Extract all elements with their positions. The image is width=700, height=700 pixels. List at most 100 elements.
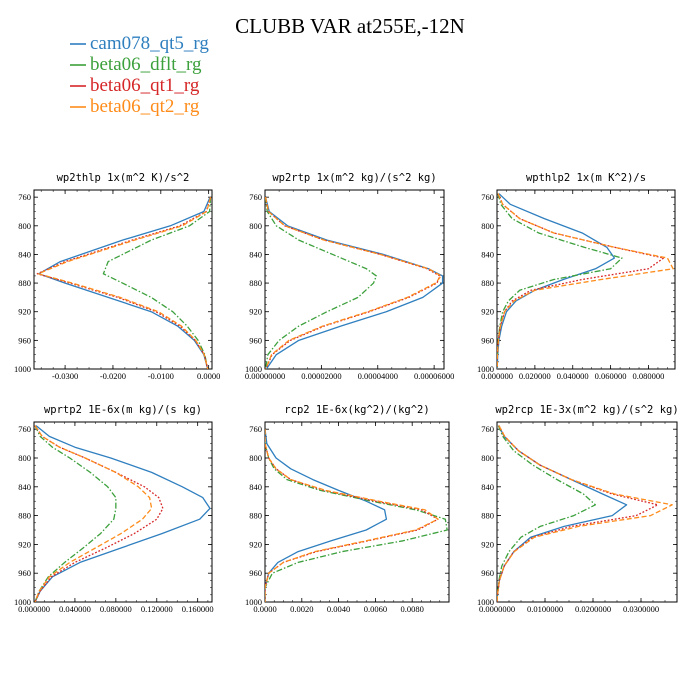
series-line-beta06_qt2_rg (497, 425, 673, 602)
panel-title: rcp2 1E-6x(kg^2)/(kg^2) (284, 404, 429, 416)
x-tick-label: 0.0300000 (623, 604, 659, 614)
x-tick-label: -0.0200 (100, 371, 126, 381)
series-group (497, 425, 673, 602)
x-tick-label: 0.00000000 (245, 371, 285, 381)
series-line-beta06_qt2_rg (34, 425, 153, 602)
y-tick-label: 880 (249, 278, 262, 288)
x-tick-label: 0.0080 (401, 604, 424, 614)
y-tick-label: 800 (481, 453, 494, 463)
y-tick-label: 960 (481, 568, 494, 578)
series-line-beta06_dflt_rg (265, 197, 378, 369)
x-tick-label: 0.0040 (327, 604, 350, 614)
y-tick-label: 760 (18, 192, 31, 202)
y-tick-label: 840 (249, 249, 262, 259)
x-tick-label: -0.0300 (52, 371, 78, 381)
panel-title: wpthlp2 1x(m K^2)/s (526, 172, 646, 184)
plot-frame (33, 189, 213, 370)
y-tick-label: 1000 (477, 597, 494, 607)
series-line-cam078_qt5_rg (497, 425, 628, 602)
y-tick-label: 1000 (245, 597, 262, 607)
panel-5: rcp2 1E-6x(kg^2)/(kg^2) 760 800 840 880 920 96… (245, 404, 450, 614)
x-tick-label: 0.020000 (519, 371, 551, 381)
series-line-cam078_qt5_rg (265, 429, 388, 602)
panel-title: wp2rtp 1x(m^2 kg)/(s^2 kg) (272, 172, 436, 184)
panel-title: wp2thlp 1x(m^2 K)/s^2 (57, 172, 190, 184)
y-tick-label: 800 (249, 221, 262, 231)
x-tick-label: 0.0020 (290, 604, 313, 614)
y-tick-label: 920 (18, 539, 31, 549)
plot-frame (496, 421, 678, 603)
x-tick-label: 0.00002000 (301, 371, 341, 381)
y-tick-label: 920 (481, 539, 494, 549)
y-tick-label: 840 (18, 482, 31, 492)
panel-6: wp2rcp 1E-3x(m^2 kg)/(s^2 kg)760 800 840 88… (477, 404, 679, 614)
legend-label: beta06_qt1_rg (90, 75, 200, 96)
plot-frame (33, 421, 213, 603)
panels: wp2thlp 1x(m^2 K)/s^2 760 800 840 880 920 960 1… (14, 172, 679, 614)
x-tick-label: 0.080000 (633, 371, 665, 381)
y-tick-label: 840 (18, 249, 31, 259)
series-line-beta06_dflt_rg (265, 429, 448, 602)
y-tick-label: 960 (18, 568, 31, 578)
y-tick-label: 960 (18, 335, 31, 345)
series-group (497, 193, 674, 369)
series-line-beta06_qt1_rg (265, 197, 441, 369)
x-tick-label: 0.0000 (197, 371, 220, 381)
panel-4: wprtp2 1E-6x(m kg)/(s kg) 760 800 840 880 920… (14, 404, 214, 614)
x-tick-label: 0.0100000 (527, 604, 563, 614)
series-line-beta06_qt2_rg (497, 193, 674, 369)
x-tick-label: 0.120000 (141, 604, 173, 614)
series-line-beta06_dflt_rg (497, 425, 597, 602)
series-group (265, 196, 444, 369)
series-line-beta06_qt1_rg (497, 193, 665, 369)
y-tick-label: 800 (249, 453, 262, 463)
y-tick-label: 880 (249, 511, 262, 521)
y-tick-label: 920 (249, 307, 262, 317)
series-group (36, 196, 212, 369)
series-line-beta06_qt2_rg (37, 196, 212, 369)
legend: cam078_qt5_rgbeta06_dflt_rgbeta06_qt1_rg… (70, 33, 209, 117)
x-tick-label: 0.000000 (481, 371, 513, 381)
x-tick-label: 0.00004000 (358, 371, 398, 381)
x-tick-label: 0.060000 (595, 371, 627, 381)
y-tick-label: 1000 (245, 364, 262, 374)
panel-1: wp2thlp 1x(m^2 K)/s^2 760 800 840 880 920 960 1… (14, 172, 220, 381)
y-tick-label: 800 (18, 453, 31, 463)
x-tick-label: 0.0000000 (479, 604, 515, 614)
y-tick-label: 840 (249, 482, 262, 492)
plot-frame (496, 189, 676, 370)
y-tick-label: 1000 (477, 364, 494, 374)
y-tick-label: 880 (18, 511, 31, 521)
series-line-beta06_dflt_rg (34, 425, 117, 602)
panel-title: wprtp2 1E-6x(m kg)/(s kg) (44, 404, 202, 416)
series-line-cam078_qt5_rg (497, 193, 616, 369)
legend-label: beta06_qt2_rg (90, 96, 200, 117)
x-tick-label: 0.0060 (364, 604, 387, 614)
x-tick-label: 0.160000 (182, 604, 214, 614)
panel-3: wpthlp2 1x(m K^2)/s 760 800 840 880 920 960 100… (477, 172, 676, 381)
panel-title: wp2rcp 1E-3x(m^2 kg)/(s^2 kg) (495, 404, 678, 416)
series-line-beta06_qt1_rg (265, 429, 439, 602)
y-tick-label: 880 (481, 278, 494, 288)
series-line-beta06_qt2_rg (265, 197, 442, 369)
legend-label: cam078_qt5_rg (90, 33, 209, 54)
legend-label: beta06_dflt_rg (90, 54, 202, 75)
series-group (265, 429, 448, 602)
series-group (34, 425, 211, 602)
x-tick-label: 0.080000 (100, 604, 132, 614)
y-tick-label: 840 (481, 249, 494, 259)
y-tick-label: 760 (481, 192, 494, 202)
x-tick-label: 0.000000 (18, 604, 50, 614)
y-tick-label: 840 (481, 482, 494, 492)
x-tick-label: 0.0000 (253, 604, 276, 614)
x-tick-label: 0.040000 (557, 371, 589, 381)
y-tick-label: 880 (481, 511, 494, 521)
y-tick-label: 920 (481, 307, 494, 317)
y-tick-label: 1000 (14, 364, 31, 374)
y-tick-label: 880 (18, 278, 31, 288)
series-line-cam078_qt5_rg (265, 196, 444, 369)
y-tick-label: 760 (249, 192, 262, 202)
figure-title: CLUBB VAR at255E,-12N (235, 14, 465, 38)
x-tick-label: -0.0100 (148, 371, 174, 381)
series-line-beta06_qt2_rg (265, 429, 439, 602)
